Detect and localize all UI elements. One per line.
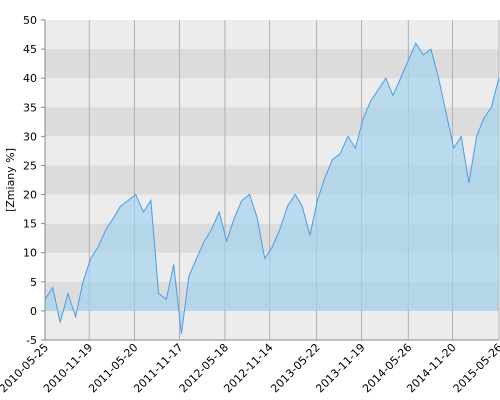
plot-band [45,310,499,340]
area [45,43,499,335]
y-tick-label: 0 [30,305,37,318]
x-tick-label: 2015-05-26 [451,341,500,395]
y-tick-label: -5 [26,334,37,347]
y-axis-label: [Zmiany %] [4,148,17,212]
y-tick-label: 40 [23,72,37,85]
y-tick-label: 35 [23,101,37,114]
y-tick-label: 10 [23,247,37,260]
y-tick-label: 20 [23,189,37,202]
y-tick-label: 45 [23,43,37,56]
y-tick-label: 50 [23,14,37,27]
y-tick-label: 5 [30,276,37,289]
y-tick-label: 30 [23,130,37,143]
y-tick-label: 25 [23,159,37,172]
plot-band [45,20,499,50]
line [44,42,500,335]
y-tick-label: 15 [23,218,37,231]
